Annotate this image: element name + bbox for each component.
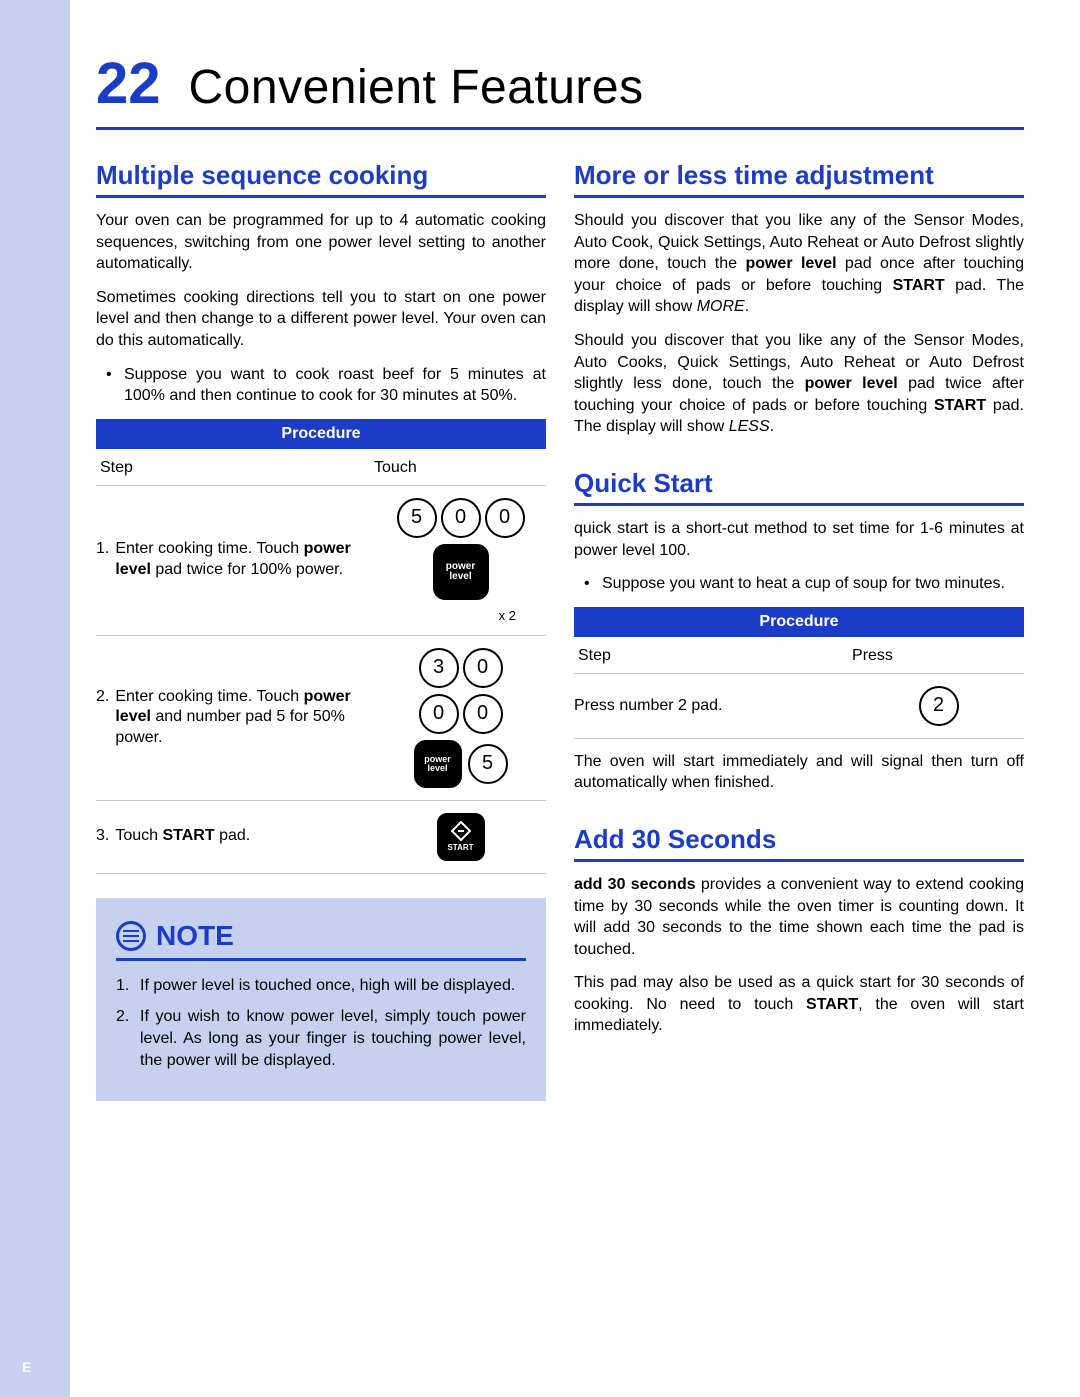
col-step: Step [578, 647, 852, 665]
section-heading: Quick Start [574, 468, 1024, 499]
section-heading: Multiple sequence cooking [96, 160, 546, 191]
col-step: Step [100, 459, 374, 477]
section-heading: Add 30 Seconds [574, 824, 1024, 855]
step-text: Enter cooking time. Touch power level an… [115, 687, 367, 749]
paragraph: Sometimes cooking directions tell you to… [96, 287, 546, 352]
procedure-columns: Step Touch [96, 449, 546, 486]
procedure-header: Procedure [574, 607, 1024, 637]
left-column: Multiple sequence cooking Your oven can … [96, 160, 546, 1101]
note-icon [116, 921, 146, 951]
procedure-row: 2. Enter cooking time. Touch power level… [96, 636, 546, 801]
procedure-header: Procedure [96, 419, 546, 449]
bullet-item: Suppose you want to cook roast beef for … [96, 364, 546, 407]
step-text: Enter cooking time. Touch power level pa… [115, 539, 367, 581]
step-text: Press number 2 pad. [574, 697, 853, 715]
step-number: 1. [96, 539, 109, 581]
procedure-row: Press number 2 pad. 2 [574, 674, 1024, 739]
paragraph: The oven will start immediately and will… [574, 751, 1024, 794]
start-icon [451, 821, 471, 841]
page-number: 22 [96, 50, 161, 117]
section-heading: More or less time adjustment [574, 160, 1024, 191]
col-press: Press [852, 647, 1020, 665]
step-text: Touch START pad. [115, 826, 250, 847]
col-touch: Touch [374, 459, 542, 477]
right-column: More or less time adjustment Should you … [574, 160, 1024, 1101]
keypad-digit: 0 [441, 498, 481, 538]
note-item: If power level is touched once, high wil… [116, 975, 526, 997]
keypad-digit: 0 [419, 694, 459, 734]
power-level-key: powerlevel [414, 740, 462, 788]
paragraph: add 30 seconds provides a convenient way… [574, 874, 1024, 960]
keypad-digit: 5 [397, 498, 437, 538]
section-rule [574, 503, 1024, 506]
times-two-label: x 2 [499, 608, 516, 623]
section-rule [96, 195, 546, 198]
keypad-digit: 5 [468, 744, 508, 784]
paragraph: Should you discover that you like any of… [574, 210, 1024, 318]
page-title: Convenient Features [189, 60, 644, 115]
bullet-item: Suppose you want to heat a cup of soup f… [574, 573, 1024, 595]
keypad-digit: 0 [485, 498, 525, 538]
procedure-columns: Step Press [574, 637, 1024, 674]
section-rule [574, 195, 1024, 198]
keypad-digit: 2 [919, 686, 959, 726]
power-level-key: powerlevel [433, 544, 489, 600]
keypad-digit: 0 [463, 694, 503, 734]
paragraph: quick start is a short-cut method to set… [574, 518, 1024, 561]
section-rule [574, 859, 1024, 862]
page-content: 22 Convenient Features Multiple sequence… [70, 0, 1080, 1131]
paragraph: Your oven can be programmed for up to 4 … [96, 210, 546, 275]
paragraph: This pad may also be used as a quick sta… [574, 972, 1024, 1037]
side-strip: E [0, 0, 70, 1397]
start-key: START [437, 813, 485, 861]
strip-letter: E [22, 1359, 31, 1375]
note-box: NOTE If power level is touched once, hig… [96, 898, 546, 1101]
paragraph: Should you discover that you like any of… [574, 330, 1024, 438]
step-number: 3. [96, 826, 109, 847]
keypad-digit: 3 [419, 648, 459, 688]
title-rule [96, 127, 1024, 130]
note-heading: NOTE [156, 920, 234, 952]
procedure-row: 3. Touch START pad. START [96, 801, 546, 874]
note-item: If you wish to know power level, simply … [116, 1006, 526, 1071]
keypad-digit: 0 [463, 648, 503, 688]
procedure-row: 1. Enter cooking time. Touch power level… [96, 486, 546, 636]
step-number: 2. [96, 687, 109, 749]
